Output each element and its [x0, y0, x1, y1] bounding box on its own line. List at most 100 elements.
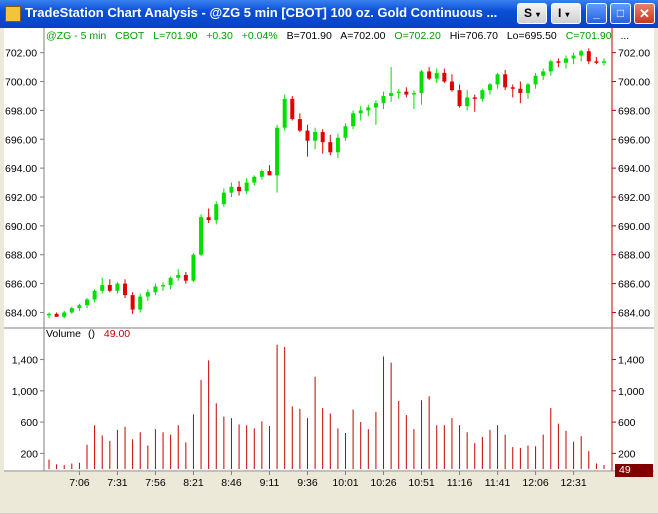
status-last: L=701.90 — [153, 30, 198, 42]
candle-down — [328, 142, 333, 153]
candle-up — [77, 305, 82, 309]
candle-up — [343, 126, 348, 138]
maximize-button[interactable]: □ — [610, 3, 631, 24]
price-label-right: 694.00 — [618, 163, 650, 175]
volume-value: 49.00 — [103, 328, 131, 340]
price-label-left: 684.00 — [5, 307, 37, 319]
candle-up — [487, 84, 492, 91]
candle-up — [229, 186, 234, 193]
candle-up — [244, 182, 249, 192]
candle-down — [107, 285, 112, 291]
volume-label-left: 1,400 — [12, 355, 38, 367]
volume-label-right: 1,000 — [618, 386, 644, 398]
candle-up — [351, 113, 356, 127]
candle-up — [541, 71, 546, 76]
status-open: O=702.20 — [394, 30, 441, 42]
s-style-button[interactable]: S ▾ — [517, 3, 547, 24]
candle-up — [145, 292, 150, 297]
candle-up — [221, 192, 226, 205]
minimize-button[interactable]: _ — [586, 3, 607, 24]
price-label-left: 696.00 — [5, 134, 37, 146]
candle-up — [571, 55, 576, 59]
candle-up — [434, 72, 439, 79]
candle-up — [176, 274, 181, 278]
time-label: 12:06 — [522, 477, 548, 489]
candle-up — [419, 71, 424, 94]
candle-down — [510, 87, 515, 89]
dropdown-icon: ▾ — [536, 10, 541, 19]
candle-up — [252, 176, 257, 183]
price-label-right: 690.00 — [618, 221, 650, 233]
candle-up — [579, 51, 584, 56]
candle-up — [335, 137, 340, 153]
status-pct-change: +0.04% — [241, 30, 278, 42]
time-axis-bg — [4, 472, 654, 509]
candle-down — [427, 71, 432, 79]
candle-down — [320, 132, 325, 143]
chart-canvas[interactable]: 684.00 684.00 686.00 686.00 688.00 688.00 690.… — [4, 28, 654, 509]
price-label-left: 692.00 — [5, 192, 37, 204]
candle-up — [411, 93, 416, 95]
volume-label-left: 600 — [20, 417, 38, 429]
candle-down — [123, 283, 128, 296]
candle-down — [449, 81, 454, 91]
candle-up — [168, 277, 173, 286]
candle-down — [586, 51, 591, 62]
candle-up — [480, 90, 485, 99]
price-label-right: 688.00 — [618, 250, 650, 262]
price-label-right: 686.00 — [618, 279, 650, 291]
candle-up — [313, 132, 318, 141]
candle-up — [495, 74, 500, 85]
chart-area[interactable]: 684.00 684.00 686.00 686.00 688.00 688.00 690.… — [4, 28, 654, 509]
status-close: C=701.90 — [565, 30, 612, 42]
candle-down — [472, 97, 477, 99]
candle-down — [404, 91, 409, 95]
candle-up — [389, 93, 394, 96]
price-label-right: 700.00 — [618, 77, 650, 89]
volume-label-left: 200 — [20, 448, 38, 460]
volume-label-right: 200 — [618, 448, 636, 460]
candle-up — [563, 58, 568, 63]
volume-label-left: 1,000 — [12, 386, 38, 398]
candle-up — [153, 286, 158, 293]
price-label-right: 698.00 — [618, 105, 650, 117]
price-label-left: 686.00 — [5, 279, 37, 291]
candle-up — [191, 254, 196, 281]
candle-down — [290, 98, 295, 120]
status-exchange: CBOT — [115, 30, 145, 42]
price-label-left: 690.00 — [5, 221, 37, 233]
candle-up — [199, 217, 204, 255]
candle-up — [465, 97, 470, 107]
price-label-left: 702.00 — [5, 48, 37, 60]
i-style-button[interactable]: I ▾ — [551, 3, 581, 24]
time-label: 7:06 — [69, 477, 90, 489]
candle-up — [381, 95, 386, 104]
status-more: ... — [620, 30, 630, 42]
candle-down — [267, 171, 272, 176]
candle-up — [282, 98, 287, 128]
status-low: Lo=695.50 — [506, 30, 557, 42]
title-bar[interactable]: TradeStation Chart Analysis - @ZG 5 min … — [0, 0, 658, 28]
price-label-left: 694.00 — [5, 163, 37, 175]
candle-down — [503, 74, 508, 88]
time-label: 8:46 — [221, 477, 242, 489]
candle-up — [548, 61, 553, 72]
candle-up — [161, 285, 166, 287]
price-label-right: 684.00 — [618, 307, 650, 319]
candle-up — [138, 296, 143, 310]
close-button[interactable]: ✕ — [634, 3, 655, 24]
status-ask: A=702.00 — [340, 30, 386, 42]
candle-down — [237, 186, 242, 192]
time-label: 9:11 — [260, 477, 280, 489]
candle-down — [518, 88, 523, 94]
volume-label-right: 600 — [618, 417, 636, 429]
candle-up — [602, 61, 606, 63]
candle-up — [373, 103, 378, 108]
price-label-left: 700.00 — [5, 77, 37, 89]
candle-down — [130, 295, 135, 310]
candle-down — [297, 119, 302, 131]
time-label: 12:31 — [560, 477, 586, 489]
volume-label: Volume — [46, 328, 82, 340]
volume-label-right: 1,400 — [618, 355, 644, 367]
